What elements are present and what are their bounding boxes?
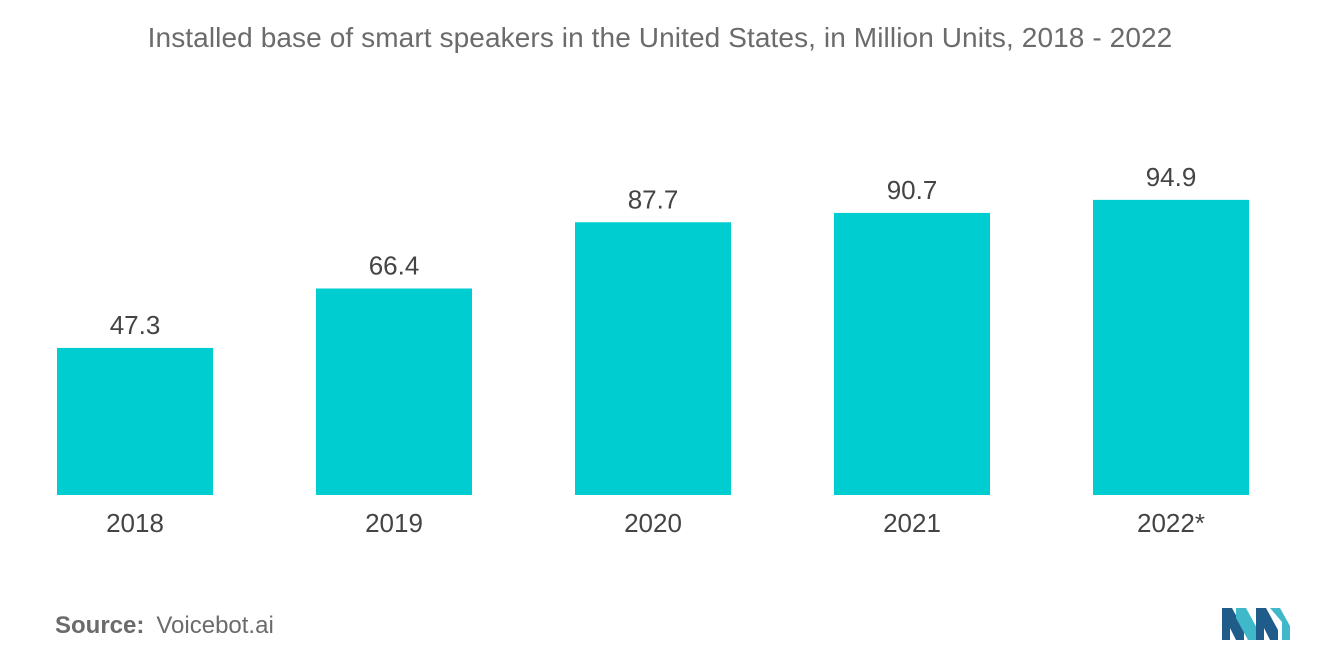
chart-title: Installed base of smart speakers in the … xyxy=(147,22,1173,53)
x-tick-label: 2020 xyxy=(624,508,682,538)
x-tick-label: 2018 xyxy=(106,508,164,538)
x-tick-label: 2019 xyxy=(365,508,423,538)
source-label: Source: xyxy=(55,612,145,639)
data-label: 87.7 xyxy=(628,184,679,214)
bar-2020 xyxy=(575,222,731,496)
data-label: 90.7 xyxy=(887,175,938,205)
bar-2019 xyxy=(316,288,472,495)
bar-chart: 47.3 2018 66.4 2019 87.7 2020 90.7 2021 94.9 2022… xyxy=(57,162,1249,538)
data-label: 66.4 xyxy=(369,250,420,280)
data-label: 47.3 xyxy=(110,310,161,340)
bar-2021 xyxy=(834,212,990,495)
x-tick-label: 2022* xyxy=(1137,508,1205,538)
bar-2018 xyxy=(57,347,213,495)
source-note: Source: Voicebot.ai xyxy=(55,612,274,640)
mordor-intelligence-logo-icon xyxy=(1222,608,1290,640)
x-tick-label: 2021 xyxy=(883,508,941,538)
data-label: 94.9 xyxy=(1146,162,1197,192)
source-value: Voicebot.ai xyxy=(156,612,274,639)
bar-2022 xyxy=(1093,199,1249,495)
